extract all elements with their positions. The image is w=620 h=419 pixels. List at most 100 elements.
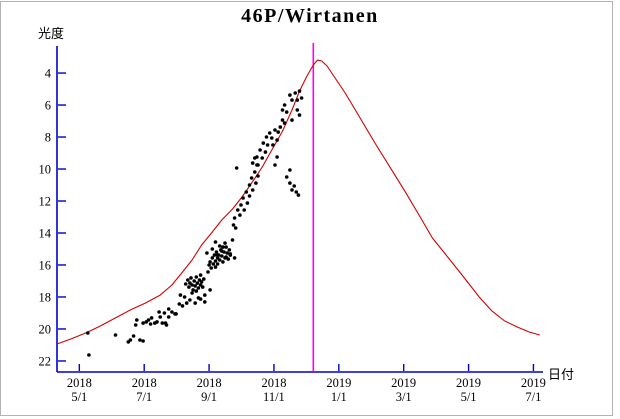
- observation-point: [275, 138, 279, 142]
- x-tick-label-date: 9/1: [201, 390, 217, 404]
- observation-point: [183, 282, 188, 286]
- observation-point: [200, 285, 205, 289]
- observation-point: [253, 170, 257, 174]
- observation-point: [211, 262, 216, 266]
- observation-point: [236, 208, 240, 212]
- observation-point: [128, 338, 133, 342]
- observation-point: [280, 118, 285, 122]
- observation-point: [207, 263, 211, 267]
- observation-point: [276, 130, 281, 134]
- x-axis-ticks: 20185/120187/120189/1201811/120191/12019…: [67, 364, 546, 404]
- observation-point: [244, 190, 249, 194]
- observation-point: [190, 283, 194, 287]
- observation-point: [270, 136, 274, 140]
- observation-point: [254, 181, 258, 185]
- y-tick-label: 20: [39, 322, 52, 336]
- x-tick-label-year: 2018: [132, 376, 157, 390]
- observation-point: [225, 251, 229, 255]
- observation-point: [170, 310, 174, 314]
- observation-point: [194, 275, 199, 279]
- observation-point: [230, 238, 235, 242]
- observation-point: [215, 262, 220, 266]
- observation-point: [138, 338, 142, 342]
- observation-point: [157, 310, 161, 314]
- observation-point: [187, 285, 191, 289]
- observation-point: [214, 250, 219, 254]
- x-tick-label-date: 7/1: [136, 390, 152, 404]
- observation-point: [131, 334, 136, 338]
- y-tick-label: 16: [39, 258, 52, 272]
- observation-point: [205, 251, 209, 255]
- observation-point: [294, 190, 299, 194]
- observation-point: [210, 256, 215, 260]
- observation-point: [158, 315, 162, 319]
- observation-point: [223, 241, 227, 245]
- observation-point: [203, 293, 207, 297]
- observation-point: [220, 254, 224, 258]
- observation-point: [135, 318, 139, 322]
- observation-point: [288, 168, 292, 172]
- observation-point: [280, 108, 285, 112]
- x-tick-label-date: 3/1: [396, 390, 412, 404]
- observation-point: [166, 315, 171, 319]
- axes: [56, 46, 543, 373]
- y-tick-label: 14: [39, 226, 52, 240]
- observation-point: [284, 110, 289, 114]
- window-border-right: [612, 1, 613, 416]
- observation-point: [184, 301, 189, 305]
- observation-point: [133, 323, 138, 327]
- observation-point: [174, 312, 178, 316]
- observation-point: [198, 297, 203, 301]
- observation-point: [141, 321, 145, 325]
- observation-point: [250, 188, 255, 192]
- observation-point: [86, 331, 90, 335]
- observation-point: [242, 208, 246, 212]
- observation-point: [191, 288, 195, 292]
- y-tick-label: 8: [45, 131, 51, 145]
- observation-point: [297, 113, 302, 117]
- x-tick-label-year: 2019: [391, 376, 416, 390]
- observation-point: [221, 245, 225, 249]
- observation-point: [263, 150, 268, 154]
- observation-point: [212, 253, 217, 257]
- observation-point: [255, 155, 259, 159]
- x-tick-label-date: 5/1: [461, 390, 477, 404]
- observation-point: [213, 240, 218, 244]
- observation-point: [290, 188, 294, 192]
- observation-point: [206, 270, 210, 274]
- observation-point: [178, 293, 183, 297]
- observation-point: [296, 193, 301, 197]
- model-curve: [56, 59, 540, 345]
- observation-point: [202, 277, 206, 281]
- observation-point: [215, 253, 220, 257]
- x-tick-label-year: 2019: [521, 376, 546, 390]
- y-tick-label: 22: [39, 354, 52, 368]
- y-tick-label: 18: [39, 290, 52, 304]
- x-tick-label-date: 1/1: [331, 390, 347, 404]
- observation-point: [290, 98, 294, 102]
- observation-point: [217, 258, 222, 262]
- observation-point: [177, 302, 182, 306]
- x-tick-label-year: 2019: [456, 376, 481, 390]
- observation-point: [186, 278, 190, 282]
- observation-point: [166, 307, 171, 311]
- observation-point: [233, 226, 238, 230]
- observation-point: [192, 279, 196, 283]
- observation-point: [209, 266, 213, 270]
- observation-point: [228, 252, 233, 256]
- observation-point: [247, 183, 252, 187]
- observation-point: [208, 288, 212, 292]
- observation-point: [210, 247, 215, 251]
- observation-point: [213, 259, 218, 263]
- observation-point: [241, 196, 245, 200]
- observation-point: [264, 135, 269, 139]
- observation-point: [224, 245, 228, 249]
- observation-point: [249, 176, 254, 180]
- x-tick-label-year: 2018: [261, 376, 286, 390]
- observation-point: [231, 223, 236, 227]
- y-axis-unit-label: 光度: [38, 26, 65, 41]
- observation-point: [261, 141, 266, 145]
- x-tick-label-year: 2018: [67, 376, 92, 390]
- observation-point: [160, 321, 165, 325]
- observation-point: [290, 118, 294, 122]
